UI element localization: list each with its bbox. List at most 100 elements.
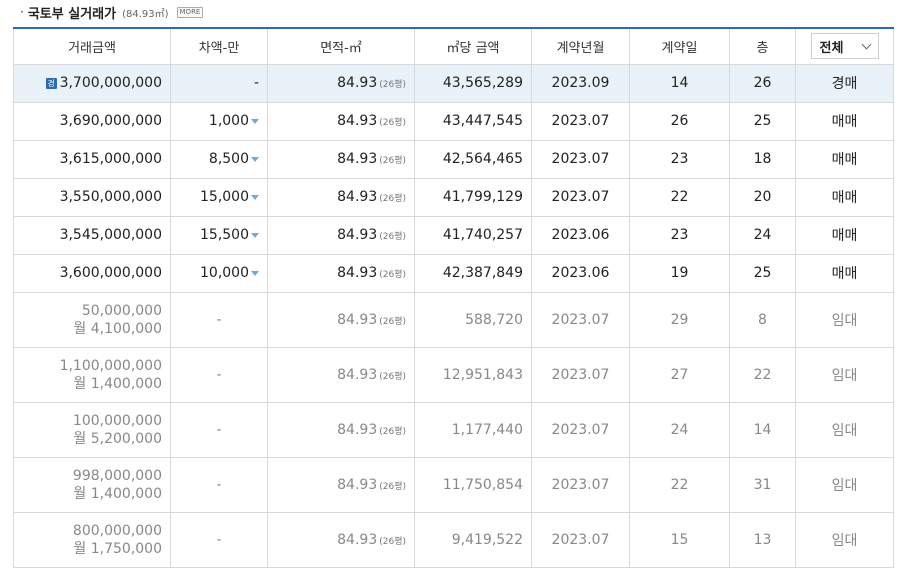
area-cell: 84.93 (26평) [267, 215, 415, 255]
contract-day-cell: 23 [629, 139, 730, 179]
floor-cell: 31 [729, 456, 796, 513]
amount-value: 3,700,000,000 [59, 75, 162, 91]
amount-cell: 3,615,000,000 [13, 139, 171, 179]
col-header-amount[interactable]: 거래금액 [13, 27, 171, 65]
amount-value: 50,000,000 [81, 302, 162, 319]
amount-cell: 3,550,000,000 [13, 177, 171, 217]
table-row[interactable]: 경 3,700,000,000-84.93 (26평) 43,565,289 2023.… [13, 63, 894, 103]
table-row[interactable]: 100,000,000 월 5,200,000-84.93 (26평) 1,177,4… [13, 401, 894, 458]
pyeong-label: (26평) [379, 426, 406, 437]
col-header-diff[interactable]: 차액-만 [170, 27, 268, 65]
price-per-m2-cell: 12,951,843 [414, 346, 532, 403]
section-title: 국토부 실거래가 [27, 6, 117, 22]
amount-value: 3,615,000,000 [59, 151, 162, 167]
diff-cell: 15,000 [170, 177, 268, 217]
chevron-down-icon [861, 39, 871, 50]
col-header-contract-day[interactable]: 계약일 [629, 27, 730, 65]
contract-month-cell: 2023.07 [531, 177, 630, 217]
contract-day-cell: 23 [629, 215, 730, 255]
diff-cell: 10,000 [170, 253, 268, 293]
area-cell: 84.93 (26평) [267, 511, 415, 568]
amount-cell: 100,000,000 월 5,200,000 [13, 401, 171, 458]
amount-value: 3,600,000,000 [59, 265, 162, 281]
deal-type-cell: 경매 [795, 63, 894, 103]
pyeong-label: (26평) [379, 316, 406, 327]
down-arrow-icon [251, 156, 259, 162]
col-header-price-per-m2[interactable]: ㎡당 금액 [414, 27, 532, 65]
deal-type-cell: 임대 [795, 291, 894, 348]
deal-type-cell: 매매 [795, 177, 894, 217]
amount-value: 3,690,000,000 [59, 113, 162, 129]
amount-cell: 3,600,000,000 [13, 253, 171, 293]
area-value: 84.93 [337, 113, 378, 129]
down-arrow-icon [251, 270, 259, 276]
table-row[interactable]: 998,000,000 월 1,400,000-84.93 (26평) 11,750,… [13, 456, 894, 513]
table-row[interactable]: 3,545,000,000 15,500 84.93 (26평) 41,740,257 2… [13, 215, 894, 255]
table-row[interactable]: 50,000,000 월 4,100,000-84.93 (26평) 588,720 2… [13, 291, 894, 348]
pyeong-label: (26평) [379, 371, 406, 382]
area-cell: 84.93 (26평) [267, 177, 415, 217]
amount-value: 1,100,000,000 [59, 357, 162, 374]
col-header-area[interactable]: 면적-㎡ [267, 27, 415, 65]
diff-cell: - [170, 63, 268, 103]
col-header-floor[interactable]: 층 [729, 27, 796, 65]
floor-cell: 20 [729, 177, 796, 217]
contract-day-cell: 22 [629, 456, 730, 513]
amount-cell: 800,000,000 월 1,750,000 [13, 511, 171, 568]
down-arrow-icon [251, 232, 259, 238]
floor-cell: 14 [729, 401, 796, 458]
amount-value: 3,545,000,000 [59, 227, 162, 243]
diff-value: - [216, 531, 222, 548]
down-arrow-icon [251, 118, 259, 124]
price-per-m2-cell: 11,750,854 [414, 456, 532, 513]
monthly-rent-value: 월 1,400,000 [73, 375, 162, 392]
monthly-rent-value: 월 1,750,000 [73, 540, 162, 557]
table-row[interactable]: 800,000,000 월 1,750,000-84.93 (26평) 9,419,5… [13, 511, 894, 568]
pyeong-label: (26평) [379, 536, 406, 547]
pyeong-label: (26평) [379, 270, 406, 280]
monthly-rent-value: 월 5,200,000 [73, 430, 162, 447]
col-header-contract-month[interactable]: 계약년월 [531, 27, 630, 65]
table-row[interactable]: 3,600,000,000 10,000 84.93 (26평) 42,387,849 2… [13, 253, 894, 293]
amount-cell: 경 3,700,000,000 [13, 63, 171, 103]
table-row[interactable]: 3,550,000,000 15,000 84.93 (26평) 41,799,129 2… [13, 177, 894, 217]
floor-cell: 25 [729, 101, 796, 141]
amount-value: 998,000,000 [72, 467, 162, 484]
pyeong-label: (26평) [379, 156, 406, 166]
table-row[interactable]: 3,615,000,000 8,500 84.93 (26평) 42,564,465 20… [13, 139, 894, 179]
area-value: 84.93 [337, 421, 378, 438]
amount-cell: 1,100,000,000 월 1,400,000 [13, 346, 171, 403]
contract-month-cell: 2023.06 [531, 253, 630, 293]
contract-month-cell: 2023.07 [531, 401, 630, 458]
diff-value: - [216, 311, 222, 328]
area-value: 84.93 [337, 366, 378, 383]
amount-cell: 3,545,000,000 [13, 215, 171, 255]
floor-cell: 18 [729, 139, 796, 179]
deal-type-cell: 매매 [795, 215, 894, 255]
contract-day-cell: 29 [629, 291, 730, 348]
type-filter-select[interactable]: 전체 [810, 33, 879, 60]
deal-type-cell: 매매 [795, 253, 894, 293]
table-row[interactable]: 1,100,000,000 월 1,400,000-84.93 (26평) 12,95… [13, 346, 894, 403]
area-value: 84.93 [337, 311, 378, 328]
table-row[interactable]: 3,690,000,000 1,000 84.93 (26평) 43,447,545 20… [13, 101, 894, 141]
contract-month-cell: 2023.07 [531, 456, 630, 513]
floor-cell: 25 [729, 253, 796, 293]
diff-value: - [216, 421, 222, 438]
contract-day-cell: 19 [629, 253, 730, 293]
down-arrow-icon [251, 194, 259, 200]
floor-cell: 8 [729, 291, 796, 348]
amount-cell: 50,000,000 월 4,100,000 [13, 291, 171, 348]
contract-month-cell: 2023.07 [531, 511, 630, 568]
area-value: 84.93 [337, 75, 378, 91]
price-per-m2-cell: 588,720 [414, 291, 532, 348]
more-button[interactable]: MORE [176, 6, 204, 18]
diff-cell: 1,000 [170, 101, 268, 141]
transaction-table: 거래금액 차액-만 면적-㎡ ㎡당 금액 계약년월 계약일 층 전체 경 3,70… [13, 27, 894, 568]
area-value: 84.93 [337, 265, 378, 281]
area-cell: 84.93 (26평) [267, 139, 415, 179]
contract-month-cell: 2023.07 [531, 291, 630, 348]
area-cell: 84.93 (26평) [267, 401, 415, 458]
price-per-m2-cell: 41,799,129 [414, 177, 532, 217]
contract-day-cell: 26 [629, 101, 730, 141]
